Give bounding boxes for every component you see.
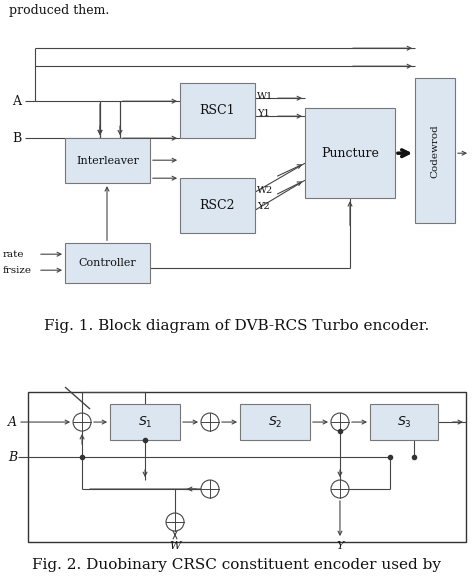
Bar <box>240 404 310 440</box>
Bar <box>65 243 150 283</box>
Text: $S_3$: $S_3$ <box>397 414 411 430</box>
Text: frsize: frsize <box>3 265 32 275</box>
Text: Interleaver: Interleaver <box>76 156 139 166</box>
Text: W2: W2 <box>257 186 273 194</box>
Text: A: A <box>12 95 21 108</box>
Circle shape <box>331 413 349 431</box>
Bar <box>65 138 150 183</box>
Text: rate: rate <box>3 250 25 258</box>
Circle shape <box>73 413 91 431</box>
Text: RSC1: RSC1 <box>200 104 235 117</box>
Bar <box>28 392 466 542</box>
Circle shape <box>166 513 184 531</box>
Text: Y1: Y1 <box>257 108 270 118</box>
Text: $S_2$: $S_2$ <box>268 414 282 430</box>
Circle shape <box>201 480 219 498</box>
Text: W1: W1 <box>257 92 273 101</box>
Circle shape <box>201 413 219 431</box>
Text: $S_1$: $S_1$ <box>138 414 152 430</box>
Bar <box>370 404 438 440</box>
Text: Puncture: Puncture <box>321 147 379 160</box>
Text: Y: Y <box>336 541 344 551</box>
Bar <box>180 178 255 233</box>
Bar <box>305 108 395 198</box>
Text: W: W <box>169 541 181 551</box>
Text: RSC2: RSC2 <box>200 199 235 212</box>
Bar <box>180 83 255 138</box>
Text: Codewrod: Codewrod <box>430 124 439 178</box>
Text: B: B <box>8 451 17 463</box>
Text: produced them.: produced them. <box>9 4 109 17</box>
Bar <box>415 78 455 223</box>
Text: Controller: Controller <box>79 258 137 268</box>
Circle shape <box>331 480 349 498</box>
Text: A: A <box>8 415 17 429</box>
Text: Fig. 1. Block diagram of DVB-RCS Turbo encoder.: Fig. 1. Block diagram of DVB-RCS Turbo e… <box>45 319 429 333</box>
Text: Fig. 2. Duobinary CRSC constituent encoder used by: Fig. 2. Duobinary CRSC constituent encod… <box>33 558 441 572</box>
Text: Y2: Y2 <box>257 202 270 211</box>
Text: B: B <box>12 132 21 145</box>
Bar <box>110 404 180 440</box>
